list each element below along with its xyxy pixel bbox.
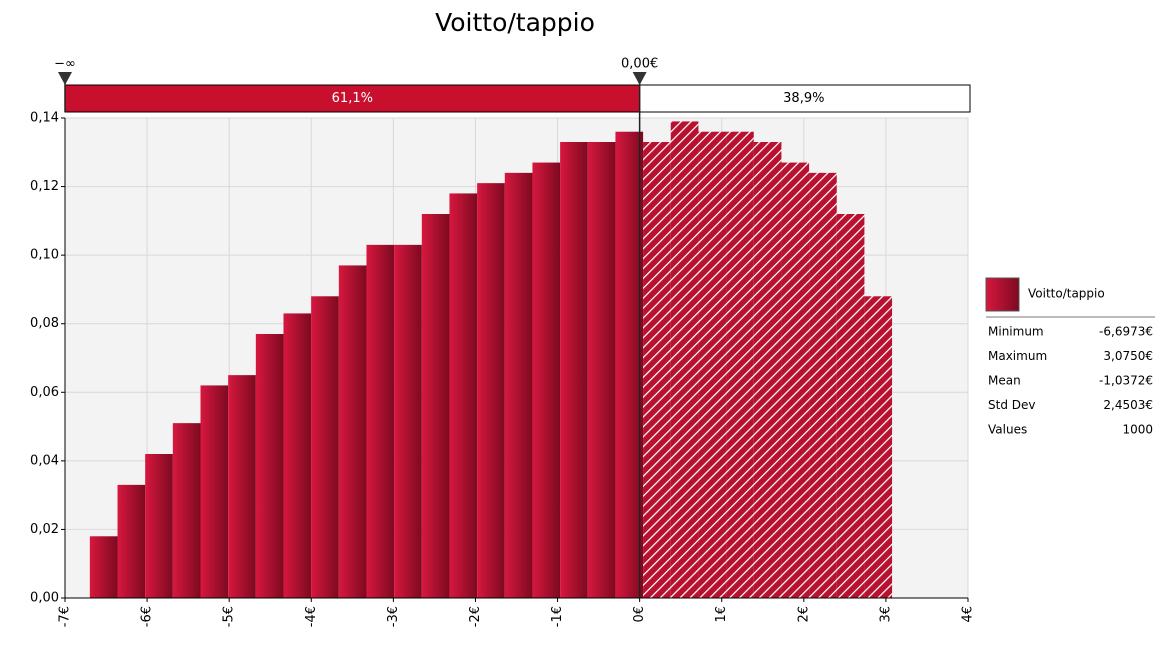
delimiter-label: 0,00€	[621, 57, 658, 72]
bar	[117, 484, 146, 598]
x-tick-label: 1€	[714, 606, 729, 623]
x-tick-label: -6€	[140, 606, 155, 627]
x-tick-label: 4€	[961, 606, 976, 623]
bar	[145, 454, 173, 598]
region-label: 61,1%	[332, 91, 373, 106]
bar	[615, 131, 644, 598]
stat-label: Minimum	[988, 325, 1044, 339]
y-tick-label: 0,08	[30, 316, 59, 331]
region-left	[64, 84, 641, 113]
region-label: 38,9%	[783, 91, 824, 106]
x-tick-label: -1€	[550, 606, 565, 627]
x-tick-label: -4€	[304, 606, 319, 627]
bar	[643, 142, 671, 598]
delimiter-label: −∞	[54, 57, 76, 72]
bar	[726, 131, 754, 598]
legend-swatch	[985, 277, 1020, 312]
stat-value: 3,0750€	[1103, 349, 1153, 363]
bar	[366, 244, 395, 598]
y-tick-label: 0,14	[30, 111, 59, 126]
bar	[532, 162, 561, 599]
x-tick-label: -2€	[468, 606, 483, 627]
bar	[864, 296, 893, 598]
legend-label: Voitto/tappio	[1028, 287, 1105, 301]
bar	[394, 244, 422, 598]
chart-title: Voitto/tappio	[435, 8, 595, 37]
stat-label: Maximum	[988, 349, 1047, 363]
x-tick-label: -3€	[386, 606, 401, 627]
stat-value: 2,4503€	[1103, 398, 1153, 412]
stat-value: 1000	[1122, 423, 1153, 437]
bar	[421, 214, 450, 598]
bar	[753, 142, 782, 598]
bar	[338, 265, 367, 598]
x-tick-label: -7€	[58, 606, 73, 627]
stat-value: -6,6973€	[1099, 325, 1153, 339]
y-tick-label: 0,12	[30, 179, 59, 194]
bar	[809, 172, 837, 598]
y-tick-label: 0,00	[30, 591, 59, 606]
bar	[477, 183, 505, 598]
y-tick-label: 0,02	[30, 522, 59, 537]
region-right	[639, 84, 971, 113]
bar	[504, 172, 533, 598]
bar	[255, 334, 284, 598]
stat-label: Values	[988, 423, 1027, 437]
stat-label: Mean	[988, 374, 1021, 388]
y-tick-label: 0,06	[30, 385, 59, 400]
bar	[781, 162, 810, 599]
bar	[89, 536, 118, 598]
bar	[283, 313, 312, 598]
x-tick-label: 0€	[632, 606, 647, 623]
stat-value: -1,0372€	[1099, 374, 1153, 388]
delimiter-marker	[58, 72, 72, 85]
bar	[587, 142, 616, 598]
y-tick-label: 0,10	[30, 248, 59, 263]
bar	[836, 214, 865, 598]
bar	[670, 121, 699, 598]
bar	[311, 296, 339, 598]
x-tick-label: -5€	[222, 606, 237, 627]
bar	[698, 131, 727, 598]
delimiter-marker	[632, 72, 647, 85]
x-tick-label: 2€	[796, 606, 811, 623]
y-tick-label: 0,04	[30, 453, 59, 468]
bar	[200, 385, 229, 598]
bar	[560, 142, 588, 598]
bar	[449, 193, 478, 598]
stat-label: Std Dev	[988, 398, 1035, 412]
bar	[228, 375, 256, 598]
x-tick-label: 3€	[878, 606, 893, 623]
bar	[172, 423, 201, 598]
